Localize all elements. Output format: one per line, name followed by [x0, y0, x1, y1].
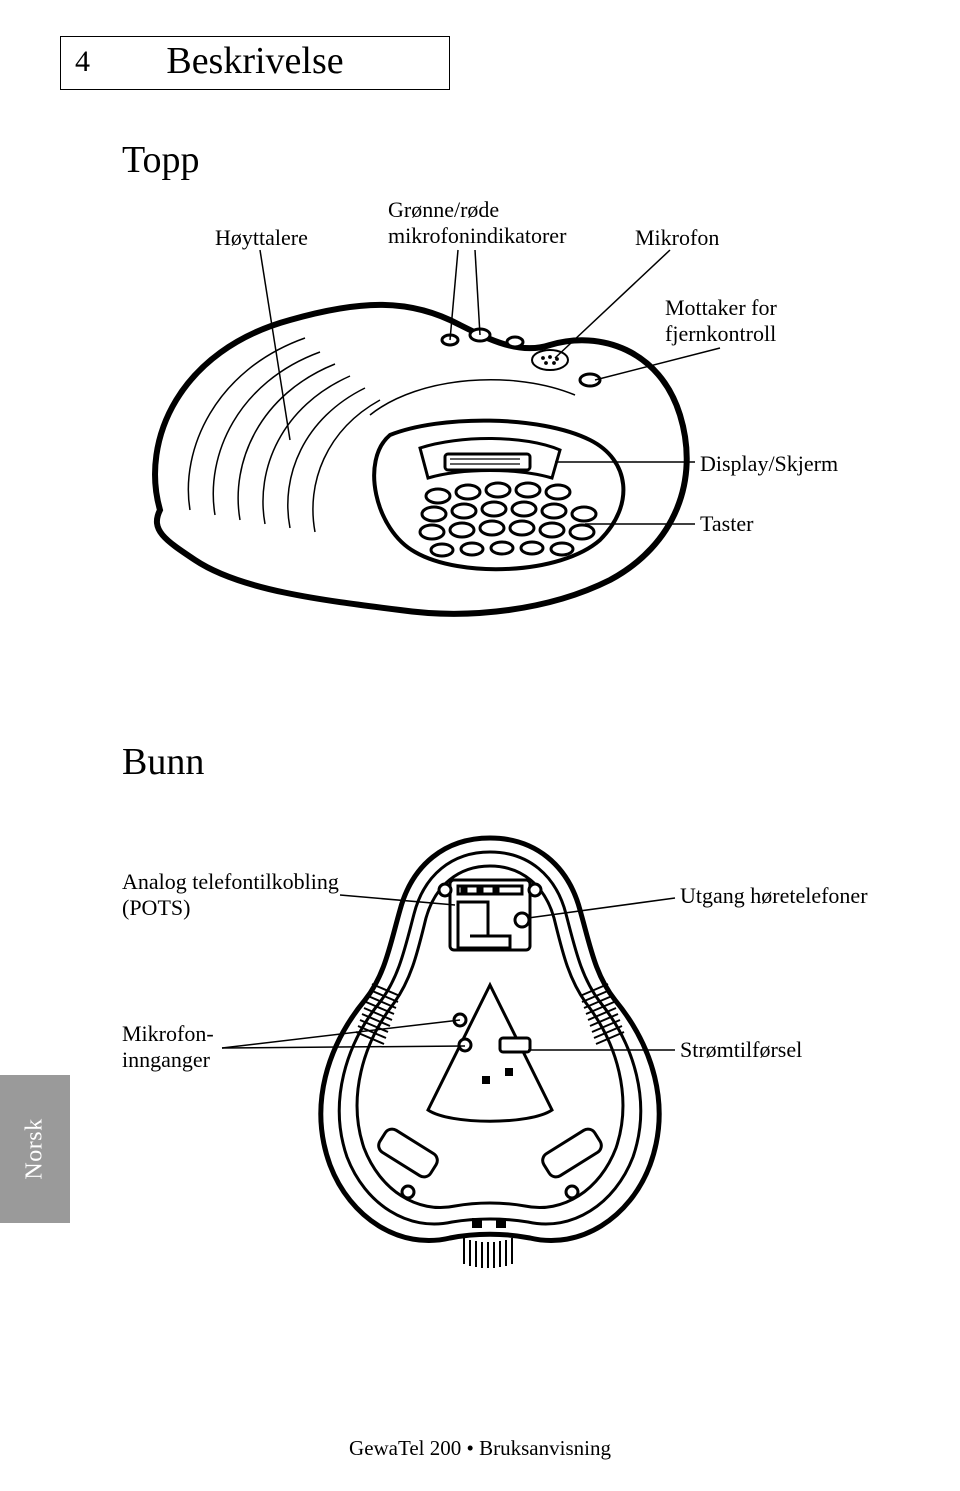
page: 4 Beskrivelse Topp Høyttalere Grønne/rød…	[0, 0, 960, 1491]
bottom-leader-lines	[0, 0, 960, 1491]
